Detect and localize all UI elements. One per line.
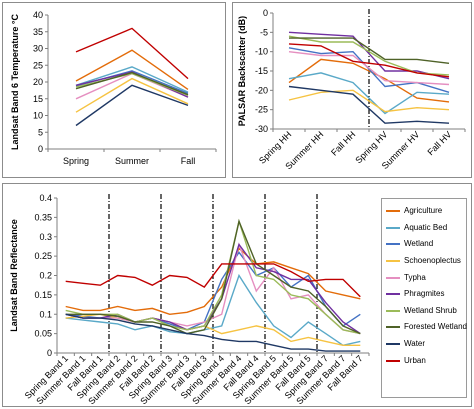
temperature-chart: 0 5 10 15 20 25 30 35 40 Spring Summer Fall Landsat …	[10, 10, 217, 166]
reflectance-chart-panel: 0 0.05 0.1 0.15 0.2 0.25 0.3 0.35 0.4 Spring Band…	[2, 183, 472, 407]
y-tick-label: 5	[38, 127, 43, 137]
y-tick-label: 35	[33, 27, 43, 37]
legend-item-urban: Urban	[386, 352, 466, 369]
y-tick-label: 0.1	[39, 309, 52, 319]
x-tick-label: Fall HH	[329, 129, 357, 157]
legend-label: Forested Wetland	[404, 322, 467, 332]
y-axis-title: Landsat Band Reflectance	[9, 219, 19, 332]
legend-label: Agriculture	[404, 206, 443, 216]
series-line-4	[288, 89, 450, 113]
x-tick-label: Fall	[181, 156, 196, 166]
temperature-chart-panel: 0 5 10 15 20 25 30 35 40 Spring Summer Fall Landsat …	[2, 2, 226, 178]
legend-swatch	[386, 226, 400, 229]
y-tick-label: -25	[255, 105, 268, 115]
y-tick-label: -20	[255, 85, 268, 95]
x-tick-label: Fall HV	[425, 129, 453, 157]
legend-item-phragmites: Phragmites	[386, 286, 466, 303]
legend-item-forested-wetland: Forested Wetland	[386, 319, 467, 336]
legend-label: Wetland	[404, 239, 434, 249]
y-tick-label: 0	[263, 8, 268, 18]
series-line-urban	[65, 263, 361, 298]
series-line-5	[288, 51, 450, 86]
y-tick-label: 0.25	[34, 251, 52, 261]
series-line-8	[75, 71, 189, 96]
y-tick-label: 0.15	[34, 290, 52, 300]
legend-label: Schoenoplectus	[404, 256, 461, 266]
y-tick-label: 20	[33, 77, 43, 87]
y-tick-label: 0.2	[39, 271, 52, 281]
legend-item-wetland-shrub: Wetland Shrub	[386, 303, 466, 320]
y-tick-label: 0.4	[39, 193, 52, 203]
y-tick-label: 0	[38, 144, 43, 154]
legend-swatch	[386, 276, 400, 279]
series-line-1	[75, 49, 189, 90]
legend-swatch	[386, 326, 400, 329]
series-line-1	[288, 58, 450, 103]
series-line-2	[288, 72, 450, 115]
legend-item-schoenoplectus: Schoenoplectus	[386, 253, 466, 270]
legend-swatch	[386, 243, 400, 246]
y-tick-label: 0	[47, 348, 52, 358]
y-tick-label: 40	[33, 10, 43, 20]
y-tick-label: 10	[33, 111, 43, 121]
y-tick-label: -5	[260, 27, 268, 37]
legend-swatch	[386, 293, 400, 296]
y-tick-label: 15	[33, 94, 43, 104]
y-tick-label: -30	[255, 124, 268, 134]
series-line-4	[75, 77, 189, 113]
series-line-2	[75, 66, 189, 93]
legend-swatch	[386, 210, 400, 213]
legend-swatch	[386, 260, 400, 263]
legend-swatch	[386, 343, 400, 346]
palsar-chart-panel: 0 -5 -10 -15 -20 -25 -30 Spring HH Summer HH Fall…	[232, 2, 472, 178]
series-line-agriculture	[65, 247, 361, 316]
legend-item-water: Water	[386, 336, 466, 353]
legend-label: Urban	[404, 355, 426, 365]
series-line-8	[289, 37, 450, 64]
legend-swatch	[386, 359, 400, 362]
reflectance-legend: Agriculture Aquatic Bed Wetland Schoenoplec…	[381, 198, 467, 398]
series-line-typha	[65, 242, 361, 335]
legend-label: Aquatic Bed	[404, 222, 448, 232]
legend-item-agriculture: Agriculture	[386, 203, 466, 220]
y-tick-label: 0.35	[34, 212, 52, 222]
legend-label: Typha	[404, 272, 426, 282]
y-tick-label: -10	[255, 47, 268, 57]
y-axis-title: PALSAR Backscatter (dB)	[237, 16, 247, 126]
y-axis-title: Landsat Band 6 Temperature °C	[10, 14, 20, 150]
series-line-9	[75, 84, 189, 127]
series-line-7	[75, 72, 189, 97]
legend-item-wetland: Wetland	[386, 236, 466, 253]
legend-item-aquatic-bed: Aquatic Bed	[386, 220, 466, 237]
legend-label: Phragmites	[404, 289, 445, 299]
series-line-10	[75, 27, 189, 80]
series-line-wetland-shrub	[65, 218, 361, 335]
y-tick-label: 0.05	[34, 329, 52, 339]
legend-item-typha: Typha	[386, 269, 466, 286]
series-line-water	[65, 313, 361, 352]
y-tick-label: 30	[33, 44, 43, 54]
legend-swatch	[386, 309, 400, 312]
series-line-forested-wetland	[65, 218, 361, 335]
legend-label: Wetland Shrub	[404, 305, 457, 315]
legend-label: Water	[404, 339, 426, 349]
series-line-6	[288, 31, 450, 80]
series-line-aquatic-bed	[65, 273, 361, 347]
x-tick-label: Summer	[115, 156, 149, 166]
y-tick-label: -15	[255, 66, 268, 76]
y-tick-label: 0.3	[39, 232, 52, 242]
x-tick-label: Spring	[63, 156, 89, 166]
series-line-3	[288, 47, 450, 93]
series-line-9	[288, 85, 450, 124]
series-line-10	[288, 43, 450, 78]
y-tick-label: 25	[33, 60, 43, 70]
